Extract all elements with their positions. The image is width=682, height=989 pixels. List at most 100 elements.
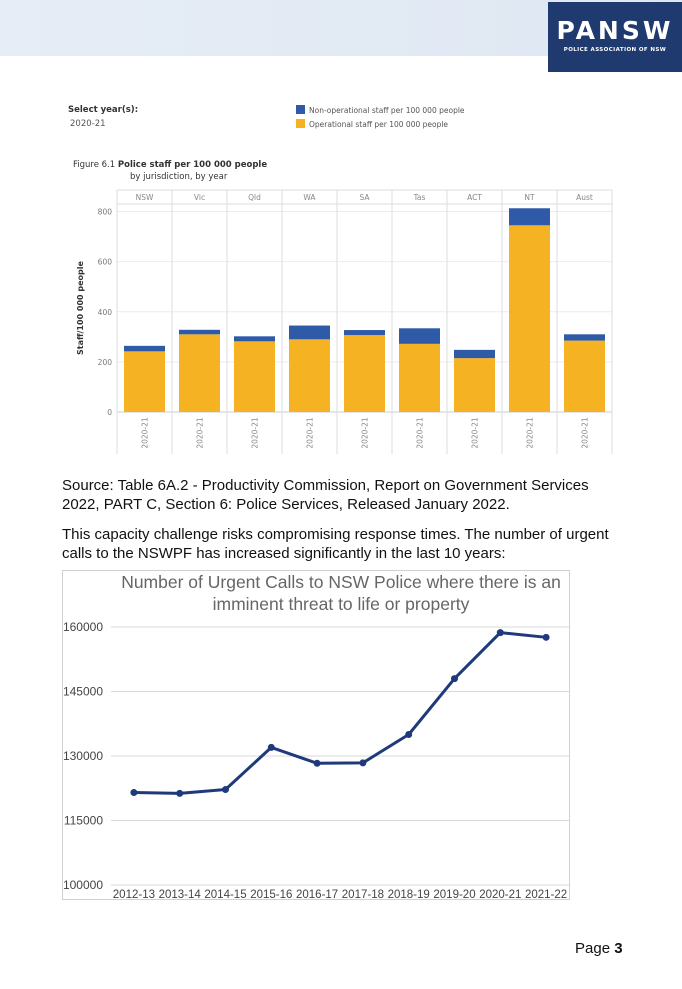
- page-label: Page: [575, 940, 611, 957]
- panel-vic: Vic 2020-21: [179, 193, 220, 449]
- figure-title-text: Police staff per 100 000 people: [118, 160, 267, 170]
- x-tick-label: 2020-21: [251, 417, 260, 449]
- figure-title: Figure 6.1 Police staff per 100 000 peop…: [73, 160, 267, 170]
- bar-nonoperational: [289, 325, 330, 340]
- x-tick-label: 2020-21: [526, 417, 535, 449]
- jurisdiction-label: NSW: [136, 193, 154, 202]
- data-point: [405, 731, 413, 738]
- bar-operational: [399, 343, 440, 412]
- figure-subtitle: by jurisdiction, by year: [130, 172, 228, 182]
- y-ticks: 100000 115000 130000 145000 160000: [63, 620, 103, 892]
- bar-operational: [124, 351, 165, 412]
- bar-operational: [564, 340, 605, 412]
- select-years-value[interactable]: 2020-21: [70, 119, 106, 129]
- logo-subtitle: POLICE ASSOCIATION OF NSW: [563, 47, 667, 53]
- y-axis-label: Staff/100 000 people: [76, 260, 85, 354]
- legend-label-operational: Operational staff per 100 000 people: [309, 120, 448, 129]
- panel-nsw: NSW 2020-21: [124, 193, 165, 449]
- data-point: [451, 675, 458, 683]
- data-point: [542, 633, 550, 641]
- x-tick-label: 2019-20: [433, 889, 475, 901]
- x-tick-label: 2015-16: [250, 889, 292, 901]
- bar-nonoperational: [509, 208, 550, 226]
- jurisdiction-label: Vic: [194, 193, 205, 202]
- urgent-calls-svg: Number of Urgent Calls to NSW Police whe…: [63, 572, 569, 901]
- panels: NSW2020-21Vic2020-21Qld2020-21WA2020-21S…: [124, 193, 605, 449]
- data-points: [130, 629, 550, 797]
- panel-wa: WA 2020-21: [289, 193, 330, 449]
- bar-nonoperational: [344, 330, 385, 336]
- y-tick-label: 130000: [63, 749, 103, 763]
- bar-nonoperational: [454, 349, 495, 359]
- source-paragraph: Source: Table 6A.2 - Productivity Commis…: [62, 477, 589, 513]
- x-tick-label: 2020-21: [141, 417, 150, 449]
- jurisdiction-label: Tas: [413, 193, 426, 202]
- series-line: [133, 631, 547, 795]
- x-tick-label: 2020-21: [306, 417, 315, 449]
- bar-nonoperational: [399, 328, 440, 344]
- x-tick-label: 2017-18: [342, 889, 384, 901]
- x-tick-label: 2020-21: [196, 417, 205, 449]
- jurisdiction-label: SA: [359, 193, 370, 202]
- bar-operational: [344, 335, 385, 412]
- y-ticks: 0 200 400 600 800: [98, 208, 113, 417]
- data-point: [359, 759, 367, 767]
- y-tick-label: 600: [98, 258, 113, 267]
- page-number: Page 3: [575, 940, 623, 957]
- chart-title-line-2: imminent threat to life or property: [213, 594, 470, 614]
- data-point: [267, 743, 275, 751]
- data-point: [313, 759, 321, 767]
- y-tick-label: 800: [98, 208, 113, 217]
- y-tick-label: 200: [98, 358, 113, 367]
- y-tick-label: 145000: [63, 685, 103, 699]
- bar-nonoperational: [234, 336, 275, 342]
- bar-operational: [289, 339, 330, 412]
- jurisdiction-label: Qld: [248, 193, 261, 202]
- panel-tas: Tas 2020-21: [399, 193, 440, 449]
- data-point: [130, 789, 138, 797]
- x-ticks: 2012-13 2013-14 2014-15 2015-16 2016-17 2017-…: [113, 889, 567, 901]
- x-tick-label: 2018-19: [388, 889, 430, 901]
- bar-nonoperational: [179, 329, 220, 335]
- bar-operational: [454, 358, 495, 412]
- grid: [111, 626, 569, 886]
- legend-swatch-nonoperational: [296, 105, 305, 114]
- x-tick-label: 2021-22: [525, 889, 567, 901]
- legend-swatch-operational: [296, 119, 305, 128]
- x-tick-label: 2013-14: [159, 889, 202, 901]
- x-tick-label: 2020-21: [471, 417, 480, 449]
- figure-police-staff: Select year(s): 2020-21 Non-operational …: [60, 90, 625, 465]
- logo-name: PANSW: [556, 16, 674, 45]
- bar-operational: [509, 225, 550, 412]
- panel-aust: Aust 2020-21: [564, 193, 605, 449]
- figure-number: Figure 6.1: [73, 160, 115, 170]
- bar-operational: [179, 334, 220, 412]
- page-number-value: 3: [614, 940, 623, 957]
- y-tick-label: 115000: [64, 814, 103, 828]
- x-tick-label: 2020-21: [479, 889, 521, 901]
- y-tick-label: 400: [98, 308, 113, 317]
- x-tick-label: 2020-21: [361, 417, 370, 449]
- y-tick-label: 160000: [63, 620, 103, 634]
- jurisdiction-label: NT: [524, 193, 535, 202]
- legend-label-nonoperational: Non-operational staff per 100 000 people: [309, 106, 465, 115]
- data-point: [176, 789, 184, 797]
- panel-sa: SA 2020-21: [344, 193, 385, 449]
- panel-nt: NT 2020-21: [509, 193, 550, 449]
- jurisdiction-label: WA: [303, 193, 316, 202]
- chart-title-line-1: Number of Urgent Calls to NSW Police whe…: [121, 572, 561, 592]
- police-staff-chart: Select year(s): 2020-21 Non-operational …: [68, 105, 613, 454]
- y-tick-label: 0: [107, 408, 112, 417]
- select-years-label: Select year(s):: [68, 105, 138, 115]
- x-tick-label: 2016-17: [296, 889, 338, 901]
- jurisdiction-label: ACT: [467, 193, 482, 202]
- bar-operational: [234, 341, 275, 412]
- bar-nonoperational: [124, 345, 165, 352]
- bar-nonoperational: [564, 334, 605, 341]
- x-tick-label: 2020-21: [416, 417, 425, 449]
- x-tick-label: 2020-21: [581, 417, 590, 449]
- body-paragraph: This capacity challenge risks compromisi…: [62, 526, 609, 562]
- jurisdiction-label: Aust: [576, 193, 593, 202]
- pansw-logo: PANSW POLICE ASSOCIATION OF NSW: [548, 2, 682, 72]
- x-tick-label: 2012-13: [113, 889, 155, 901]
